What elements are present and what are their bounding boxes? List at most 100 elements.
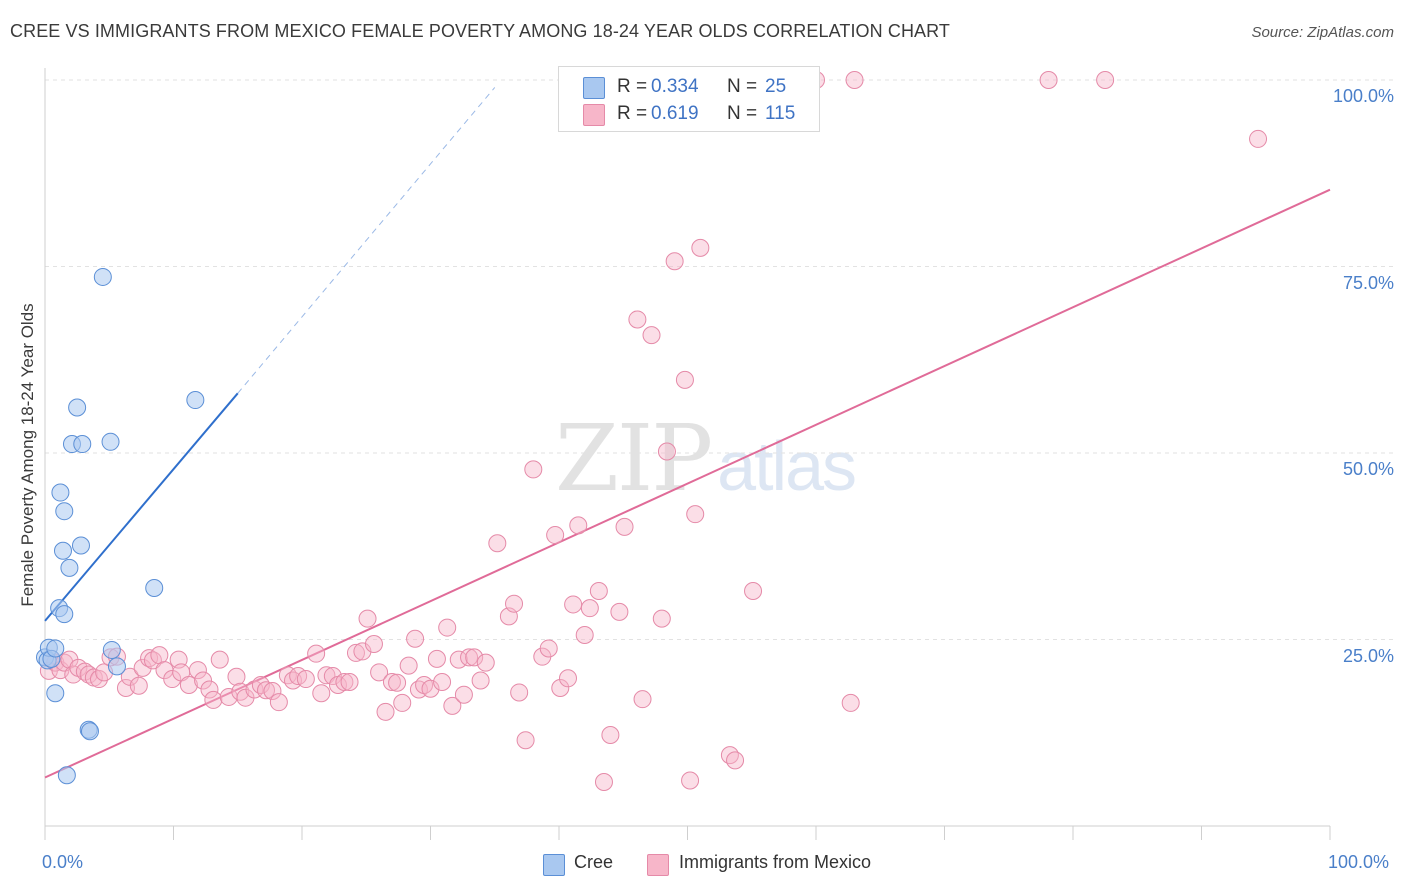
legend-r-label: R = (617, 76, 648, 97)
mexico-point (188, 661, 207, 680)
mexico-point (841, 693, 860, 712)
mexico-point (601, 725, 620, 744)
mexico-point (610, 602, 629, 621)
mexico-point (269, 693, 288, 712)
mexico-point (227, 667, 246, 686)
mexico-point (675, 370, 694, 389)
mexico-point (686, 505, 705, 524)
mexico-point (263, 681, 282, 700)
mexico-point (524, 460, 543, 479)
mexico-point (335, 673, 354, 692)
mexico-point (376, 702, 395, 721)
mexico-point (575, 626, 594, 645)
mexico-point (194, 671, 213, 690)
mexico-point (488, 534, 507, 553)
cree-point (55, 502, 74, 521)
mexico-point (551, 678, 570, 697)
series-legend: Cree Immigrants from Mexico (0, 852, 1406, 878)
series-legend-label-mexico: Immigrants from Mexico (679, 852, 872, 872)
mexico-point (726, 751, 745, 770)
mexico-point (744, 582, 763, 601)
mexico-point (79, 665, 98, 684)
mexico-point (564, 595, 583, 614)
mexico-point (633, 690, 652, 709)
mexico-point (317, 666, 336, 685)
cree-trend-extension (237, 87, 496, 394)
series-legend-swatch-cree (543, 854, 565, 876)
stats-legend: R = 0.334 N = 25 R = 0.619 N = 115 (558, 66, 820, 132)
mexico-point (615, 517, 634, 536)
mexico-point (465, 648, 484, 667)
mexico-point (433, 673, 452, 692)
mexico-point (278, 666, 297, 685)
cree-point (145, 579, 164, 598)
source-text: Source: ZipAtlas.com (1251, 24, 1394, 41)
cree-point (186, 391, 205, 410)
legend-n-label: N = (727, 103, 758, 124)
mexico-point (580, 599, 599, 618)
mexico-point (569, 516, 588, 535)
mexico-point (589, 582, 608, 601)
mexico-point (657, 442, 676, 461)
mexico-point (163, 670, 182, 689)
mexico-point (471, 671, 490, 690)
mexico-point (406, 629, 425, 648)
mexico-point (388, 673, 407, 692)
mexico-point (204, 690, 223, 709)
cree-point (101, 432, 120, 451)
mexico-point (681, 771, 700, 790)
mexico-point (438, 618, 457, 637)
mexico-point (845, 71, 864, 89)
mexico-point (312, 684, 331, 703)
mexico-point (1249, 129, 1268, 148)
mexico-point (210, 650, 229, 669)
data-points (36, 71, 1268, 791)
y-tick-label: 50.0% (1342, 459, 1394, 479)
cree-point (102, 640, 121, 659)
mexico-point (346, 643, 365, 662)
cree-point (68, 398, 87, 417)
legend-r-label: R = (617, 103, 648, 124)
mexico-point (454, 685, 473, 704)
series-legend-label-cree: Cree (574, 852, 614, 872)
y-tick-label: 75.0% (1342, 272, 1394, 293)
source-credit: Source: ZipAtlas.com (1251, 24, 1394, 41)
mexico-point (129, 676, 148, 695)
mexico-point (558, 669, 577, 688)
mexico-point (546, 526, 565, 545)
mexico-point (642, 326, 661, 345)
mexico-point (307, 644, 326, 663)
cree-point (80, 722, 99, 741)
mexico-point (133, 658, 152, 677)
chart-title: CREE VS IMMIGRANTS FROM MEXICO FEMALE PO… (10, 21, 951, 41)
mexico-point (460, 648, 479, 667)
legend-r-value: 0.334 (651, 76, 699, 97)
mexico-point (370, 663, 389, 682)
cree-point (46, 639, 65, 658)
mexico-point (358, 609, 377, 628)
cree-point (71, 536, 90, 555)
mexico-point (1039, 71, 1058, 89)
mexico-point (510, 683, 529, 702)
trend-lines (44, 87, 1331, 779)
mexico-point (150, 646, 169, 665)
mexico-point (476, 653, 495, 672)
series-legend-swatch-mexico (647, 854, 669, 876)
mexico-point (364, 634, 383, 653)
mexico-point (296, 670, 315, 689)
watermark-atlas: atlas (717, 427, 857, 505)
mexico-point (665, 252, 684, 271)
mexico-point (628, 310, 647, 329)
legend-swatch-mexico (583, 104, 605, 126)
grid-lines (45, 79, 1395, 640)
mexico-point (399, 656, 418, 675)
mexico-point (539, 639, 558, 658)
watermark: ZIPatlas (555, 405, 857, 512)
x-tick-label-max: 100.0% (1328, 852, 1390, 872)
mexico-point (691, 238, 710, 257)
mexico-point (443, 696, 462, 715)
mexico-point (505, 594, 524, 613)
cree-point (51, 483, 70, 502)
x-tick-label-min: 0.0% (42, 852, 84, 872)
